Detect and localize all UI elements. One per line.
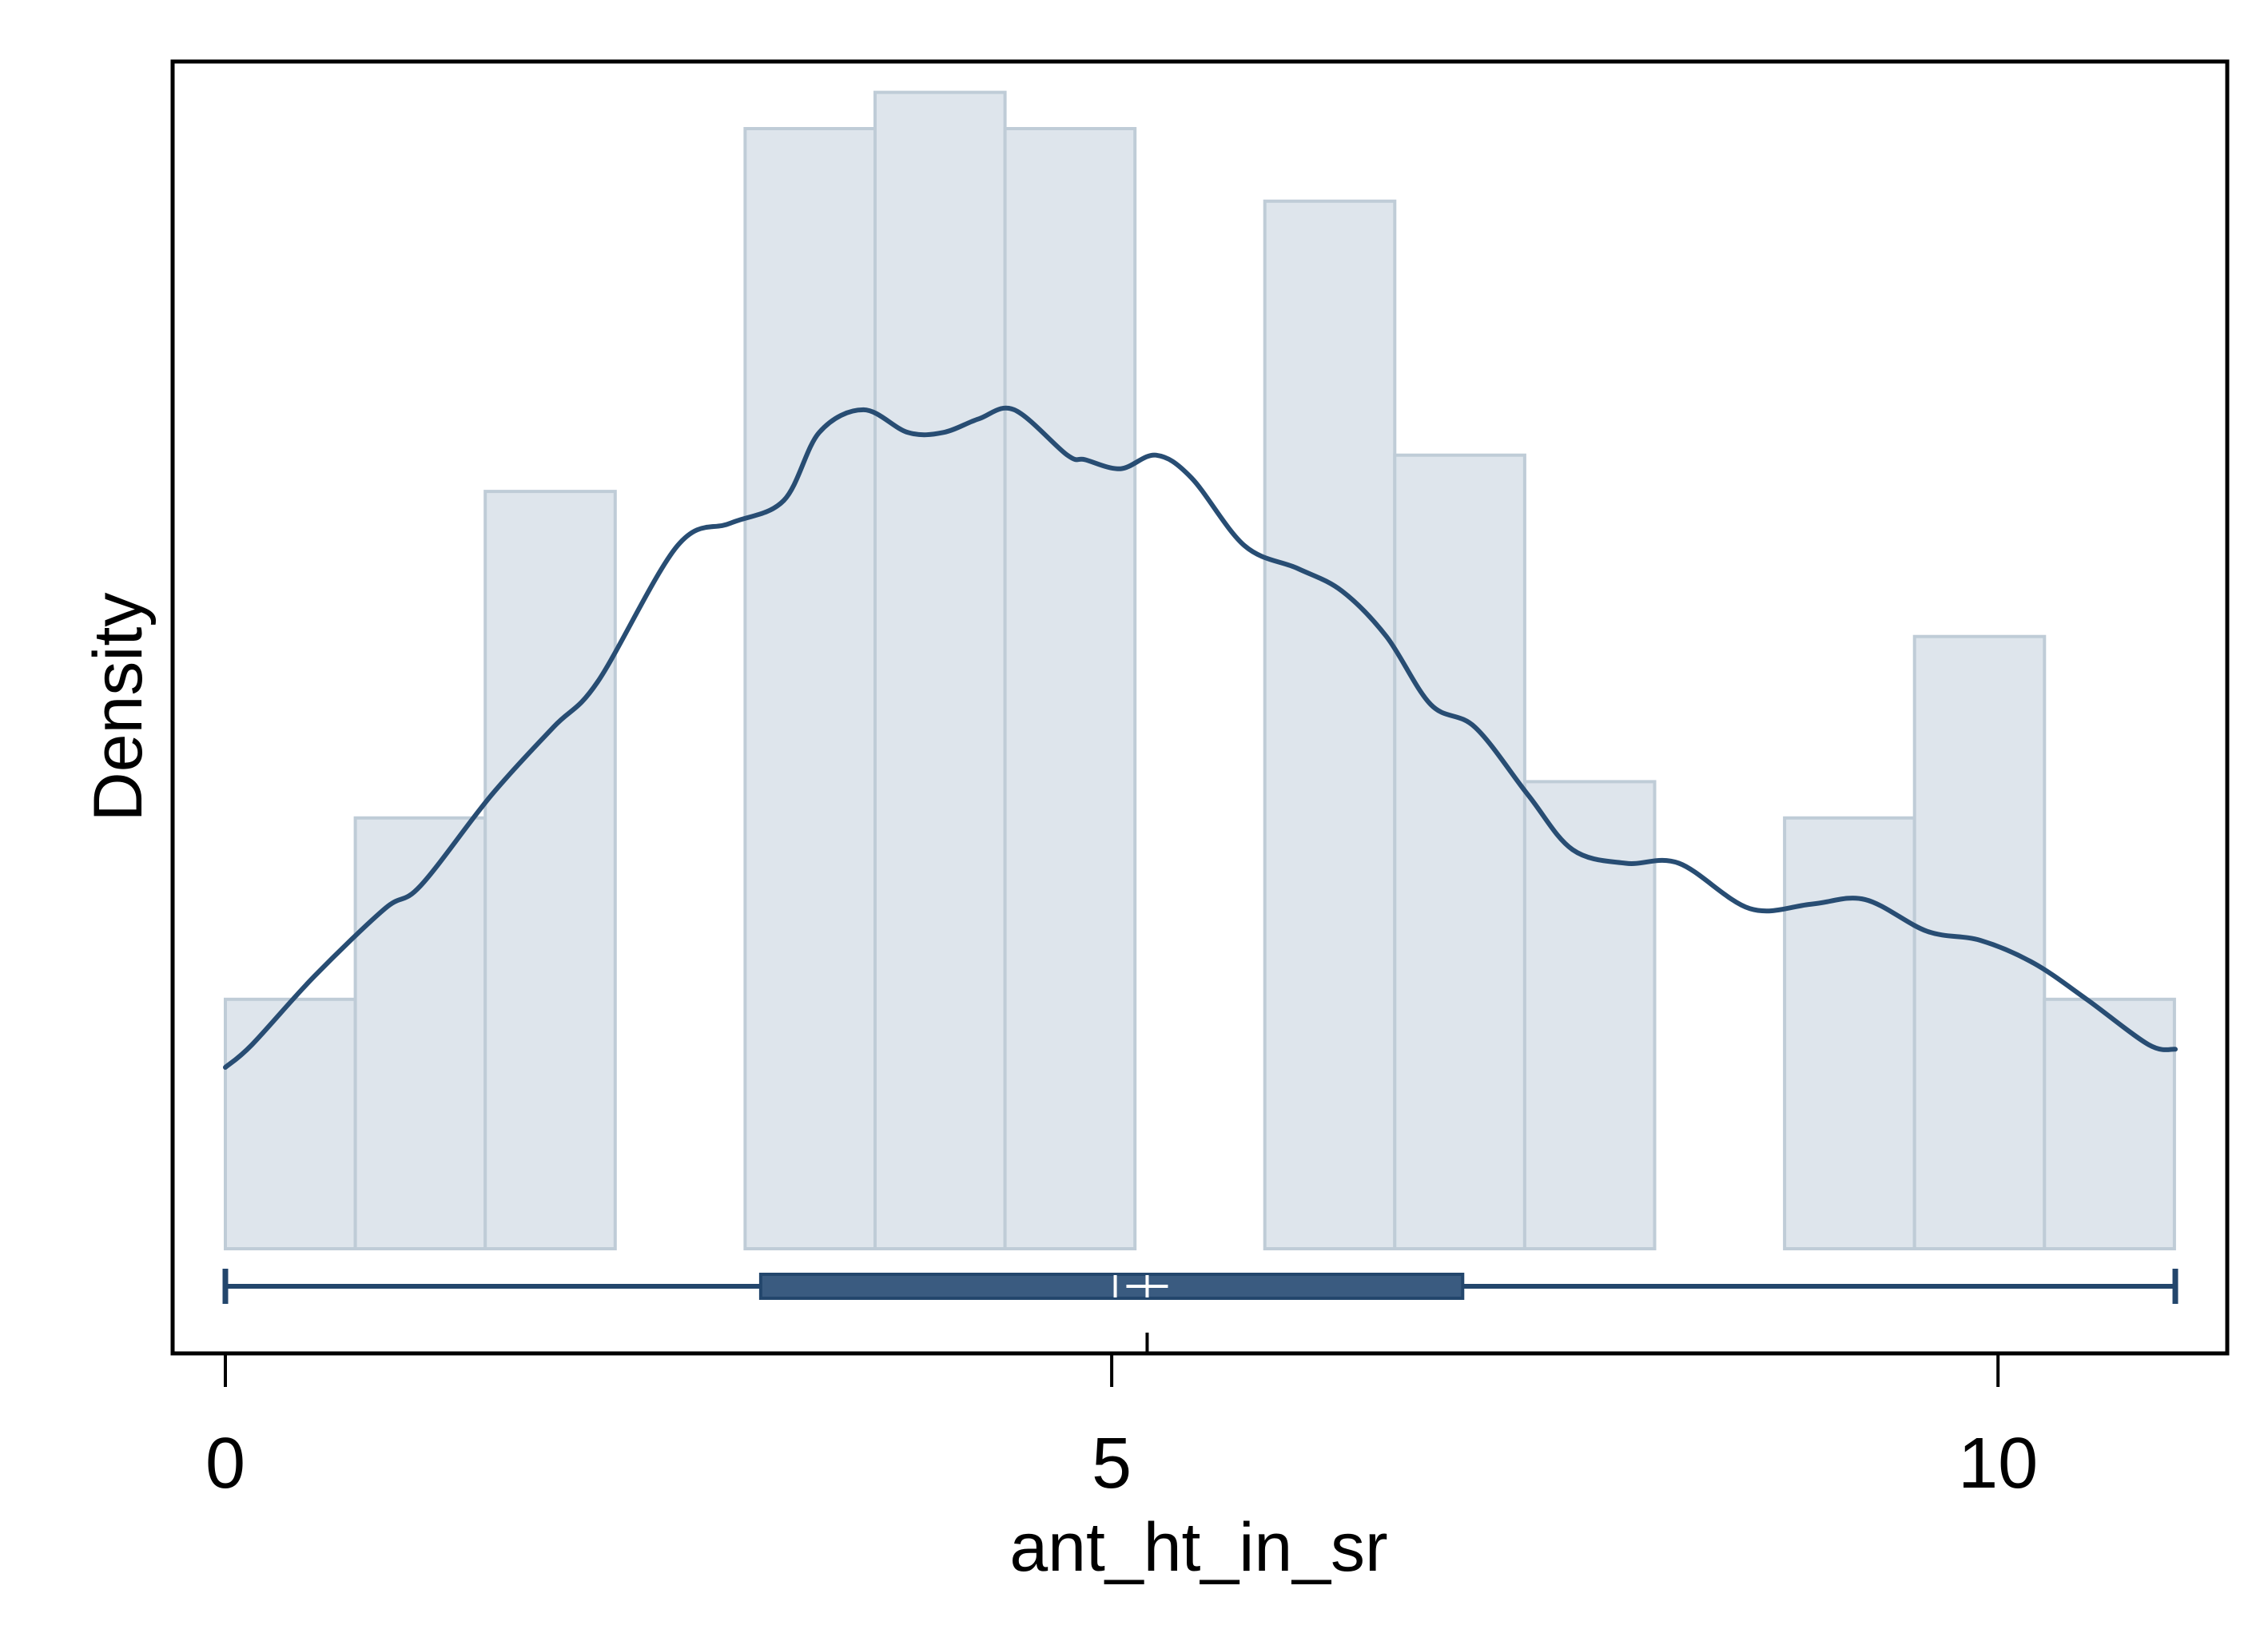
histogram-bar (743, 127, 877, 1250)
histogram-bar (1263, 199, 1397, 1250)
x-axis-tick-label: 5 (1092, 1424, 1132, 1504)
histogram-bar (873, 90, 1007, 1251)
x-axis-tick-label: 10 (1958, 1424, 2038, 1504)
x-axis-title: ant_ht_in_sr (1009, 1509, 1387, 1586)
histogram-bar (224, 997, 357, 1251)
histogram-bar (483, 490, 617, 1250)
histogram-bar (1522, 780, 1657, 1250)
histogram-bar (1783, 816, 1916, 1250)
y-axis-title: Density (80, 593, 157, 822)
histogram-bar (2043, 997, 2176, 1251)
histogram-bar (1393, 453, 1526, 1250)
histogram-bar (353, 816, 487, 1250)
histogram-bar (1912, 634, 2047, 1250)
x-axis: 0 5 10 (205, 1353, 2038, 1504)
x-axis-tick-label: 0 (205, 1424, 245, 1504)
box-iqr (758, 1273, 1465, 1300)
density-curve (223, 405, 2178, 1070)
histogram-bar (1003, 127, 1137, 1250)
box-plot (222, 1269, 2178, 1353)
plot-frame (170, 59, 2230, 1356)
